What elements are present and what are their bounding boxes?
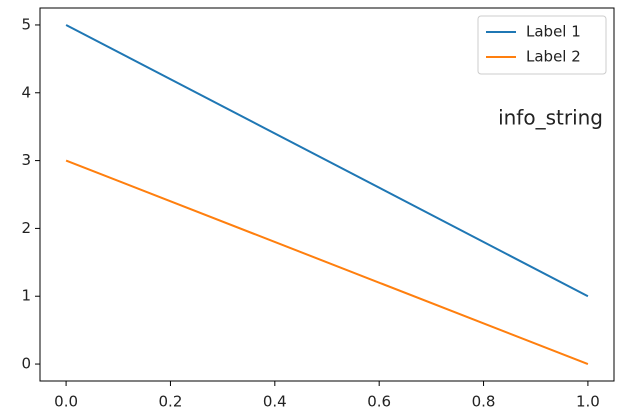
x-tick-label: 1.0 <box>576 393 600 411</box>
x-tick-label: 0.6 <box>367 393 391 411</box>
legend-label: Label 1 <box>526 23 581 41</box>
x-tick-label: 0.4 <box>263 393 287 411</box>
y-tick-label: 2 <box>21 219 31 237</box>
x-tick-label: 0.2 <box>159 393 183 411</box>
line-series <box>65 159 589 365</box>
y-tick-label: 3 <box>21 151 31 169</box>
y-tick-label: 4 <box>21 83 31 101</box>
y-tick-label: 0 <box>21 355 31 373</box>
y-tick-label: 5 <box>21 15 31 33</box>
legend-label: Label 2 <box>526 48 581 66</box>
legend: Label 1 Label 2 <box>477 15 607 75</box>
x-tick-label: 0.8 <box>472 393 496 411</box>
y-tick-label: 1 <box>21 287 31 305</box>
plot-frame <box>39 7 615 382</box>
line-series <box>65 24 589 298</box>
legend-frame <box>477 15 607 75</box>
annotation: info_string <box>498 106 603 130</box>
x-tick-label: 0.0 <box>54 393 78 411</box>
